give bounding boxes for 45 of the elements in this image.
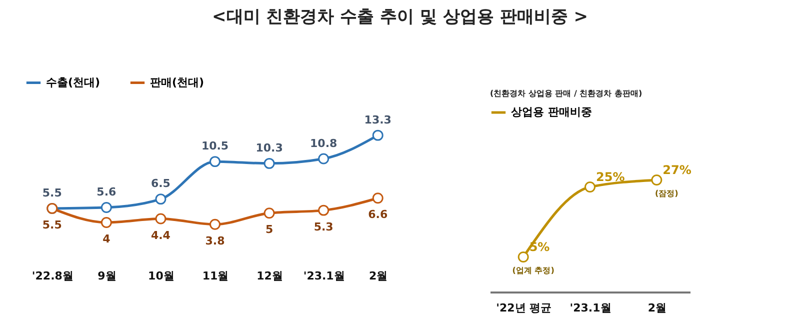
point: [100, 202, 112, 213]
x-tick-label: 11월: [202, 270, 229, 282]
point: [372, 192, 384, 204]
point: [210, 156, 220, 168]
data-label: 5.5: [42, 218, 62, 232]
point: [318, 153, 330, 164]
data-label: 27%: [662, 163, 692, 177]
data-label: 10.5: [201, 140, 229, 153]
x-tick-label: '22년 평균: [496, 302, 552, 314]
x-tick-label: 10월: [148, 270, 174, 282]
point: [155, 213, 166, 224]
data-label: 13.3: [364, 113, 392, 126]
annotation: (업계 추정): [512, 266, 554, 275]
point: [210, 218, 220, 230]
x-tick-label: '23.1월: [303, 270, 345, 282]
data-label: 5.5: [42, 186, 62, 200]
data-label: 6.5: [150, 177, 170, 190]
chart-title: <대미 친환경차 수출 추이 및 상업용 판매비중 >: [211, 6, 589, 29]
legend-label: 상업용 판매비중: [511, 106, 592, 118]
x-tick-label: 2월: [648, 302, 666, 314]
x-tick-label: 2월: [369, 270, 388, 282]
data-label: 5.3: [314, 220, 334, 234]
x-tick-label: '22.8월: [32, 270, 74, 282]
point: [155, 194, 166, 205]
data-label: 10.3: [256, 141, 283, 154]
x-tick-label: 12월: [256, 270, 283, 282]
annotation: (잠정): [655, 189, 678, 198]
x-tick-label: 9월: [98, 270, 116, 282]
data-label: 5: [265, 223, 274, 236]
legend-label: 수출(천대): [46, 76, 100, 89]
point: [264, 158, 275, 169]
point: [318, 204, 330, 216]
data-label: 10.8: [310, 136, 338, 150]
data-label: 3.8: [205, 234, 225, 248]
point: [264, 208, 275, 219]
data-label: 5.6: [96, 186, 117, 198]
x-tick-label: '23.1월: [570, 302, 612, 314]
point: [100, 217, 112, 228]
point: [372, 130, 384, 141]
data-label: 4: [102, 232, 111, 246]
legend-label: 판매(천대): [150, 76, 204, 89]
chart-subtitle: (친환경차 상업용 판매 / 친환경차 총판매): [490, 89, 642, 98]
data-label: 25%: [596, 170, 625, 184]
data-label: 6.6: [368, 208, 388, 222]
data-label: 4.4: [150, 228, 171, 242]
